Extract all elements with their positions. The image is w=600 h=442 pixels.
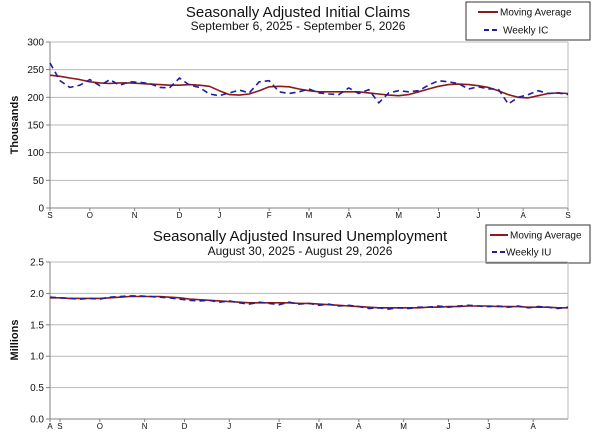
y-tick-label: 0.0 bbox=[30, 415, 44, 426]
x-tick-label: M bbox=[316, 422, 323, 431]
x-tick-label: S bbox=[47, 211, 52, 220]
insured-unemployment-title: Seasonally Adjusted Insured Unemployment bbox=[153, 228, 448, 245]
x-tick-label: M bbox=[306, 211, 313, 220]
moving-average-series-line bbox=[49, 74, 569, 99]
x-tick-label: J bbox=[486, 422, 490, 431]
legend-weekly-label: Weekly IU bbox=[506, 248, 551, 259]
y-tick-label: 200 bbox=[27, 93, 44, 104]
x-tick-label: F bbox=[277, 422, 282, 431]
y-tick-label: 1.5 bbox=[30, 320, 44, 331]
x-tick-label: S bbox=[57, 422, 62, 431]
insured-unemployment-y-axis-label: Millions bbox=[9, 320, 21, 361]
insured-unemployment-legend: Moving Average Weekly IU bbox=[485, 224, 591, 264]
legend-moving-average-label: Moving Average bbox=[500, 8, 572, 19]
x-tick-label: F bbox=[267, 211, 272, 220]
x-tick-label: J bbox=[227, 422, 231, 431]
initial-claims-title: Seasonally Adjusted Initial Claims bbox=[186, 4, 410, 21]
insured-unemployment-subtitle: August 30, 2025 - August 29, 2026 bbox=[208, 244, 393, 258]
x-tick-label: J bbox=[446, 422, 450, 431]
initial-claims-legend: Moving Average Weekly IC bbox=[465, 1, 591, 41]
x-tick-label: M bbox=[395, 211, 402, 220]
y-tick-label: 2.0 bbox=[30, 289, 44, 300]
x-tick-label: N bbox=[132, 211, 138, 220]
x-tick-label: O bbox=[87, 211, 93, 220]
x-tick-label: S bbox=[565, 211, 570, 220]
legend-moving-average-label: Moving Average bbox=[510, 231, 582, 242]
weekly-series-line bbox=[49, 62, 569, 105]
initial-claims-y-axis-label: Thousands bbox=[9, 96, 21, 155]
y-tick-label: 250 bbox=[27, 65, 44, 76]
initial-claims-chart: Seasonally Adjusted Initial Claims Septe… bbox=[9, 1, 591, 220]
y-tick-label: 2.5 bbox=[30, 258, 44, 269]
x-tick-label: A bbox=[356, 422, 362, 431]
x-tick-label: A bbox=[521, 211, 527, 220]
x-tick-label: A bbox=[346, 211, 352, 220]
y-tick-label: 50 bbox=[33, 176, 45, 187]
x-tick-label: A bbox=[530, 422, 536, 431]
x-tick-label: A bbox=[47, 422, 53, 431]
x-tick-label: J bbox=[437, 211, 441, 220]
x-tick-label: D bbox=[182, 422, 188, 431]
x-tick-label: D bbox=[177, 211, 183, 220]
legend-box bbox=[465, 1, 591, 41]
x-tick-label: J bbox=[217, 211, 221, 220]
y-tick-label: 0.5 bbox=[30, 383, 44, 394]
legend-weekly-label: Weekly IC bbox=[503, 26, 548, 37]
initial-claims-subtitle: September 6, 2025 - September 5, 2026 bbox=[191, 19, 406, 33]
y-tick-label: 300 bbox=[27, 38, 44, 49]
x-tick-label: O bbox=[97, 422, 103, 431]
y-tick-label: 150 bbox=[27, 121, 44, 132]
x-tick-label: J bbox=[476, 211, 480, 220]
y-tick-label: 0 bbox=[38, 204, 44, 215]
weekly-series-line bbox=[49, 295, 569, 310]
x-tick-label: N bbox=[142, 422, 148, 431]
insured-unemployment-chart: Seasonally Adjusted Insured Unemployment… bbox=[9, 224, 591, 431]
x-tick-label: M bbox=[400, 422, 407, 431]
y-tick-label: 1.0 bbox=[30, 352, 44, 363]
y-tick-label: 100 bbox=[27, 148, 44, 159]
legend-box bbox=[485, 224, 591, 264]
